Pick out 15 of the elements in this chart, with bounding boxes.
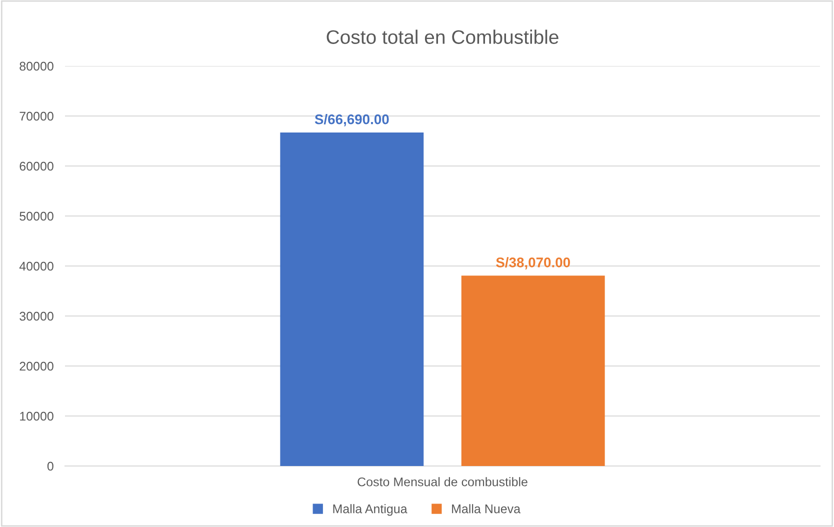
chart-title: Costo total en Combustible xyxy=(326,30,558,44)
y-tick-label: 10000 xyxy=(20,412,54,421)
y-tick-label: 50000 xyxy=(20,212,54,221)
data-label: S/66,690.00 xyxy=(314,114,389,126)
x-tick-label: Costo Mensual de combustible xyxy=(358,477,528,486)
y-tick-label: 0 xyxy=(47,462,54,471)
y-tick-label: 70000 xyxy=(20,112,54,121)
y-tick-label: 80000 xyxy=(20,62,54,71)
y-tick-label: 40000 xyxy=(19,262,54,271)
y-tick-label: 30000 xyxy=(20,312,54,321)
legend-label: Malla Nueva xyxy=(452,504,521,514)
legend-label: Malla Antigua xyxy=(333,504,408,516)
data-label: S/38,070.00 xyxy=(496,257,570,270)
y-tick-label: 20000 xyxy=(20,362,54,371)
y-tick-label: 60000 xyxy=(20,162,54,171)
